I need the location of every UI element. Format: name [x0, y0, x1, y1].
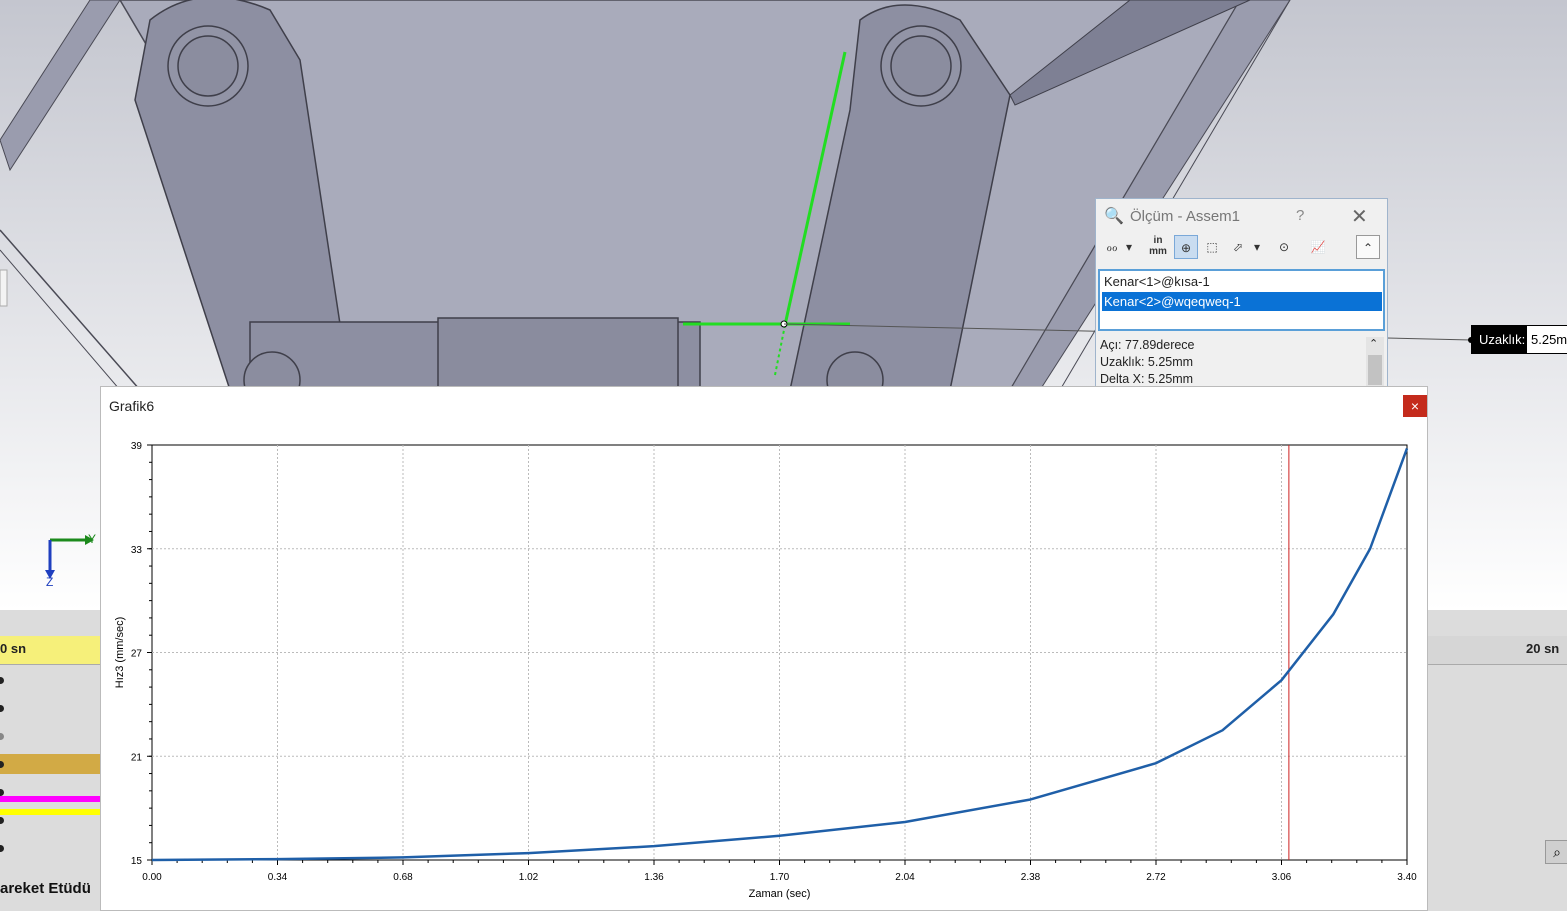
timeline-row-magenta	[0, 796, 100, 802]
close-button[interactable]: ×	[1403, 395, 1427, 417]
measure-panel: 🔍 Ölçüm - Assem1 ? ✕ ℴℴ ▾ in mm ⊕ ⬚ ⬀ ▾ …	[1095, 198, 1388, 388]
result-delta-x: Delta X: 5.25mm	[1100, 372, 1194, 386]
timeline-key-dot[interactable]	[0, 705, 4, 712]
timeline-key-dot[interactable]	[0, 733, 4, 740]
collapse-icon[interactable]: ⌃	[1356, 235, 1380, 259]
help-button[interactable]: ?	[1296, 207, 1305, 224]
selection-list[interactable]: Kenar<1>@kısa-1 Kenar<2>@wqeqweq-1	[1098, 269, 1385, 331]
timeline-key-dot[interactable]	[0, 845, 4, 852]
arc-options-icon[interactable]: ℴℴ	[1106, 240, 1118, 254]
timeline-row-yellow	[0, 809, 100, 815]
chevron-down-icon[interactable]: ▾	[1253, 240, 1261, 254]
chevron-down-icon[interactable]: ▾	[1125, 240, 1133, 254]
measure-icon: 🔍	[1104, 208, 1124, 225]
measure-toolbar: ℴℴ ▾ in mm ⊕ ⬚ ⬀ ▾ ⊙ 📈 ⌃	[1100, 235, 1384, 261]
motion-study-tab[interactable]: areket Etüdü	[0, 880, 91, 897]
velocity-chart[interactable]: 0.00 0.34 0.68 1.02 1.36 1.70 2.04 2.38 2.72 3.06…	[101, 425, 1427, 910]
distance-callout: Uzaklık: 5.25m	[1471, 325, 1567, 354]
y-axis-label: Hız3 (mm/sec)	[114, 617, 126, 689]
triad-y-label: Y	[88, 532, 96, 546]
callout-label: Uzaklık:	[1479, 332, 1526, 347]
result-distance: Uzaklık: 5.25mm	[1100, 355, 1194, 369]
selection-item[interactable]: Kenar<1>@kısa-1	[1104, 274, 1210, 289]
timeline-start-label: 0 sn	[0, 641, 27, 656]
point-to-point-icon[interactable]: ⬚	[1206, 240, 1218, 254]
series-line	[151, 448, 1409, 862]
x-tick-label: 1.70	[770, 872, 790, 883]
x-tick-label: 2.04	[895, 872, 915, 883]
x-tick-label: 0.00	[142, 872, 162, 883]
timeline-key-dot[interactable]	[0, 677, 4, 684]
y-tick-label: 39	[131, 441, 143, 452]
timeline-end-label: 20 sn	[1526, 641, 1560, 656]
x-tick-label: 0.34	[268, 872, 288, 883]
measured-edge-2[interactable]	[783, 51, 847, 326]
y-tick-label: 21	[131, 752, 143, 763]
graph-window-title: Grafik6	[109, 398, 155, 414]
result-angle: Açı: 77.89derece	[1100, 338, 1195, 352]
timeline-key-dot[interactable]	[0, 817, 4, 824]
x-tick-label: 3.40	[1397, 872, 1417, 883]
graph-window: Grafik6 × 0.00 0.34 0.68 1.02 1.36 1.70 2.04 2.…	[100, 386, 1428, 911]
create-sensor-icon[interactable]: 📈	[1310, 240, 1326, 254]
triad-z-label: Z	[46, 575, 53, 589]
results-scrollbar[interactable]: ⌃	[1366, 337, 1384, 387]
measure-results: Açı: 77.89derece Uzaklık: 5.25mm Delta X…	[1098, 337, 1370, 388]
orientation-triad: Y Z	[45, 532, 96, 589]
show-xyz-icon[interactable]: ⊕	[1174, 235, 1198, 259]
units-precision-icon[interactable]: in mm	[1149, 235, 1167, 257]
x-tick-label: 2.38	[1021, 872, 1041, 883]
measure-panel-title: Ölçüm - Assem1	[1130, 208, 1241, 225]
y-tick-label: 33	[131, 545, 143, 556]
projection-icon[interactable]: ⬀	[1232, 240, 1244, 254]
selection-item-selected[interactable]: Kenar<2>@wqeqweq-1	[1102, 292, 1382, 311]
x-tick-label: 1.02	[519, 872, 539, 883]
scroll-up-icon[interactable]: ⌃	[1369, 338, 1379, 350]
x-axis-label: Zaman (sec)	[749, 888, 811, 900]
timeline-row-highlight	[0, 754, 100, 774]
timeline-key-dot[interactable]	[0, 789, 4, 796]
timeline-key-dot[interactable]	[0, 761, 4, 768]
x-tick-label: 2.72	[1146, 872, 1166, 883]
x-tick-label: 1.36	[644, 872, 664, 883]
y-tick-label: 15	[131, 856, 143, 867]
measure-history-icon[interactable]: ⊙	[1278, 240, 1290, 254]
close-icon[interactable]: ✕	[1351, 206, 1368, 228]
zoom-icon[interactable]: ⌕	[1545, 840, 1567, 864]
y-tick-label: 27	[131, 649, 143, 660]
x-tick-label: 0.68	[393, 872, 413, 883]
callout-value: 5.25m	[1527, 326, 1567, 353]
x-tick-label: 3.06	[1272, 872, 1292, 883]
timeline-ruler-left[interactable]: 0 sn	[0, 636, 100, 665]
timeline-ruler-right[interactable]: 20 sn	[1428, 636, 1567, 665]
